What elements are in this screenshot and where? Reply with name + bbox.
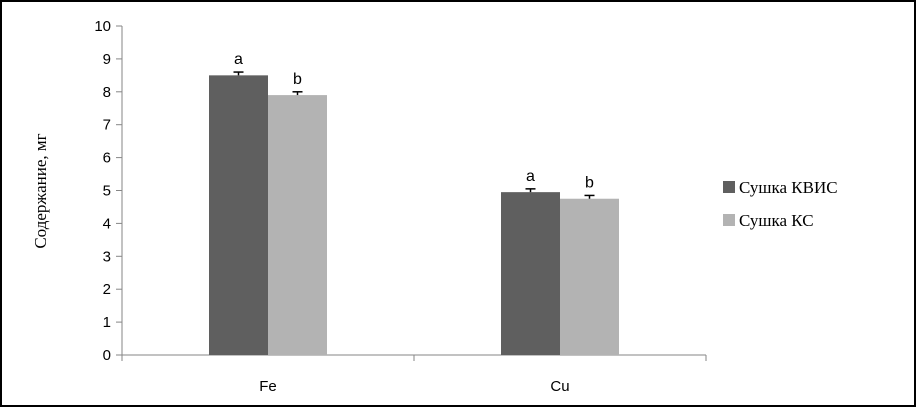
bar <box>268 95 327 355</box>
y-tick-label: 0 <box>103 347 111 364</box>
y-axis-label: Содержание, мг <box>31 133 50 248</box>
significance-label: a <box>234 51 243 68</box>
y-tick-label: 8 <box>103 84 111 101</box>
y-tick-label: 2 <box>103 281 111 298</box>
y-tick-label: 4 <box>103 215 111 232</box>
bars: a b a b <box>209 51 619 355</box>
x-category-label: Cu <box>550 378 569 395</box>
legend-swatch <box>723 214 735 226</box>
legend: Сушка КВИС Сушка КС <box>723 178 838 230</box>
y-tick-label: 9 <box>103 51 111 68</box>
y-tick-label: 10 <box>94 18 111 35</box>
y-tick-label: 6 <box>103 150 111 167</box>
y-tick-label: 7 <box>103 117 111 134</box>
x-category-label: Fe <box>259 378 277 395</box>
significance-label: b <box>293 71 302 88</box>
legend-label: Сушка КС <box>739 211 814 230</box>
y-tick-label: 1 <box>103 314 111 331</box>
bar <box>501 192 560 355</box>
y-tick-label: 3 <box>103 248 111 265</box>
significance-label: a <box>526 168 535 185</box>
y-tick-label: 5 <box>103 183 111 200</box>
bar <box>209 75 268 355</box>
bar <box>560 198 619 355</box>
legend-swatch <box>723 181 735 193</box>
significance-label: b <box>585 174 594 191</box>
y-axis: 0 1 2 3 4 5 6 7 8 9 10 <box>94 18 123 364</box>
legend-label: Сушка КВИС <box>739 178 838 197</box>
